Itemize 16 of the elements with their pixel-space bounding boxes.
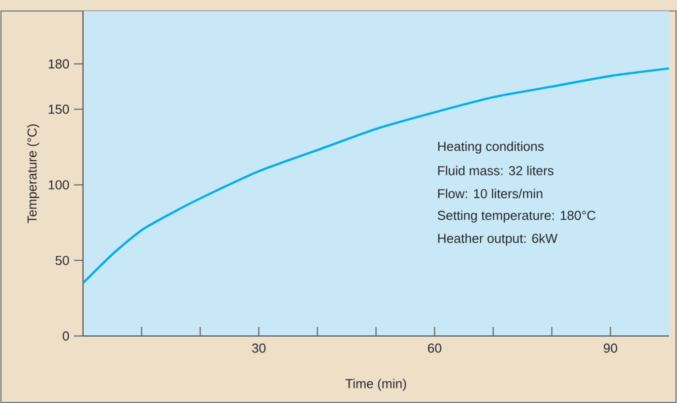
y-tick-label: 100 <box>48 180 69 190</box>
x-tick-label: 60 <box>428 344 442 353</box>
x-tick-label: 90 <box>604 344 618 353</box>
y-tick-label: 180 <box>48 59 69 69</box>
annotation: Setting temperature: 180°C <box>438 210 596 223</box>
y-tick-label: 150 <box>48 104 69 114</box>
x-tick-label: 30 <box>252 344 266 353</box>
annotation: Heating conditions <box>438 141 544 154</box>
y-axis-title: Temperature (°C) <box>27 124 40 224</box>
y-tick-label: 50 <box>56 256 69 266</box>
x-axis-title: Time (min) <box>345 378 406 391</box>
y-tick-label: 0 <box>62 331 69 341</box>
annotation: Fluid mass: 32 liters <box>438 166 554 176</box>
annotation: Heather output: 6kW <box>438 233 558 246</box>
line-series <box>82 67 670 284</box>
annotation: Flow: 10 liters/min <box>438 188 542 198</box>
